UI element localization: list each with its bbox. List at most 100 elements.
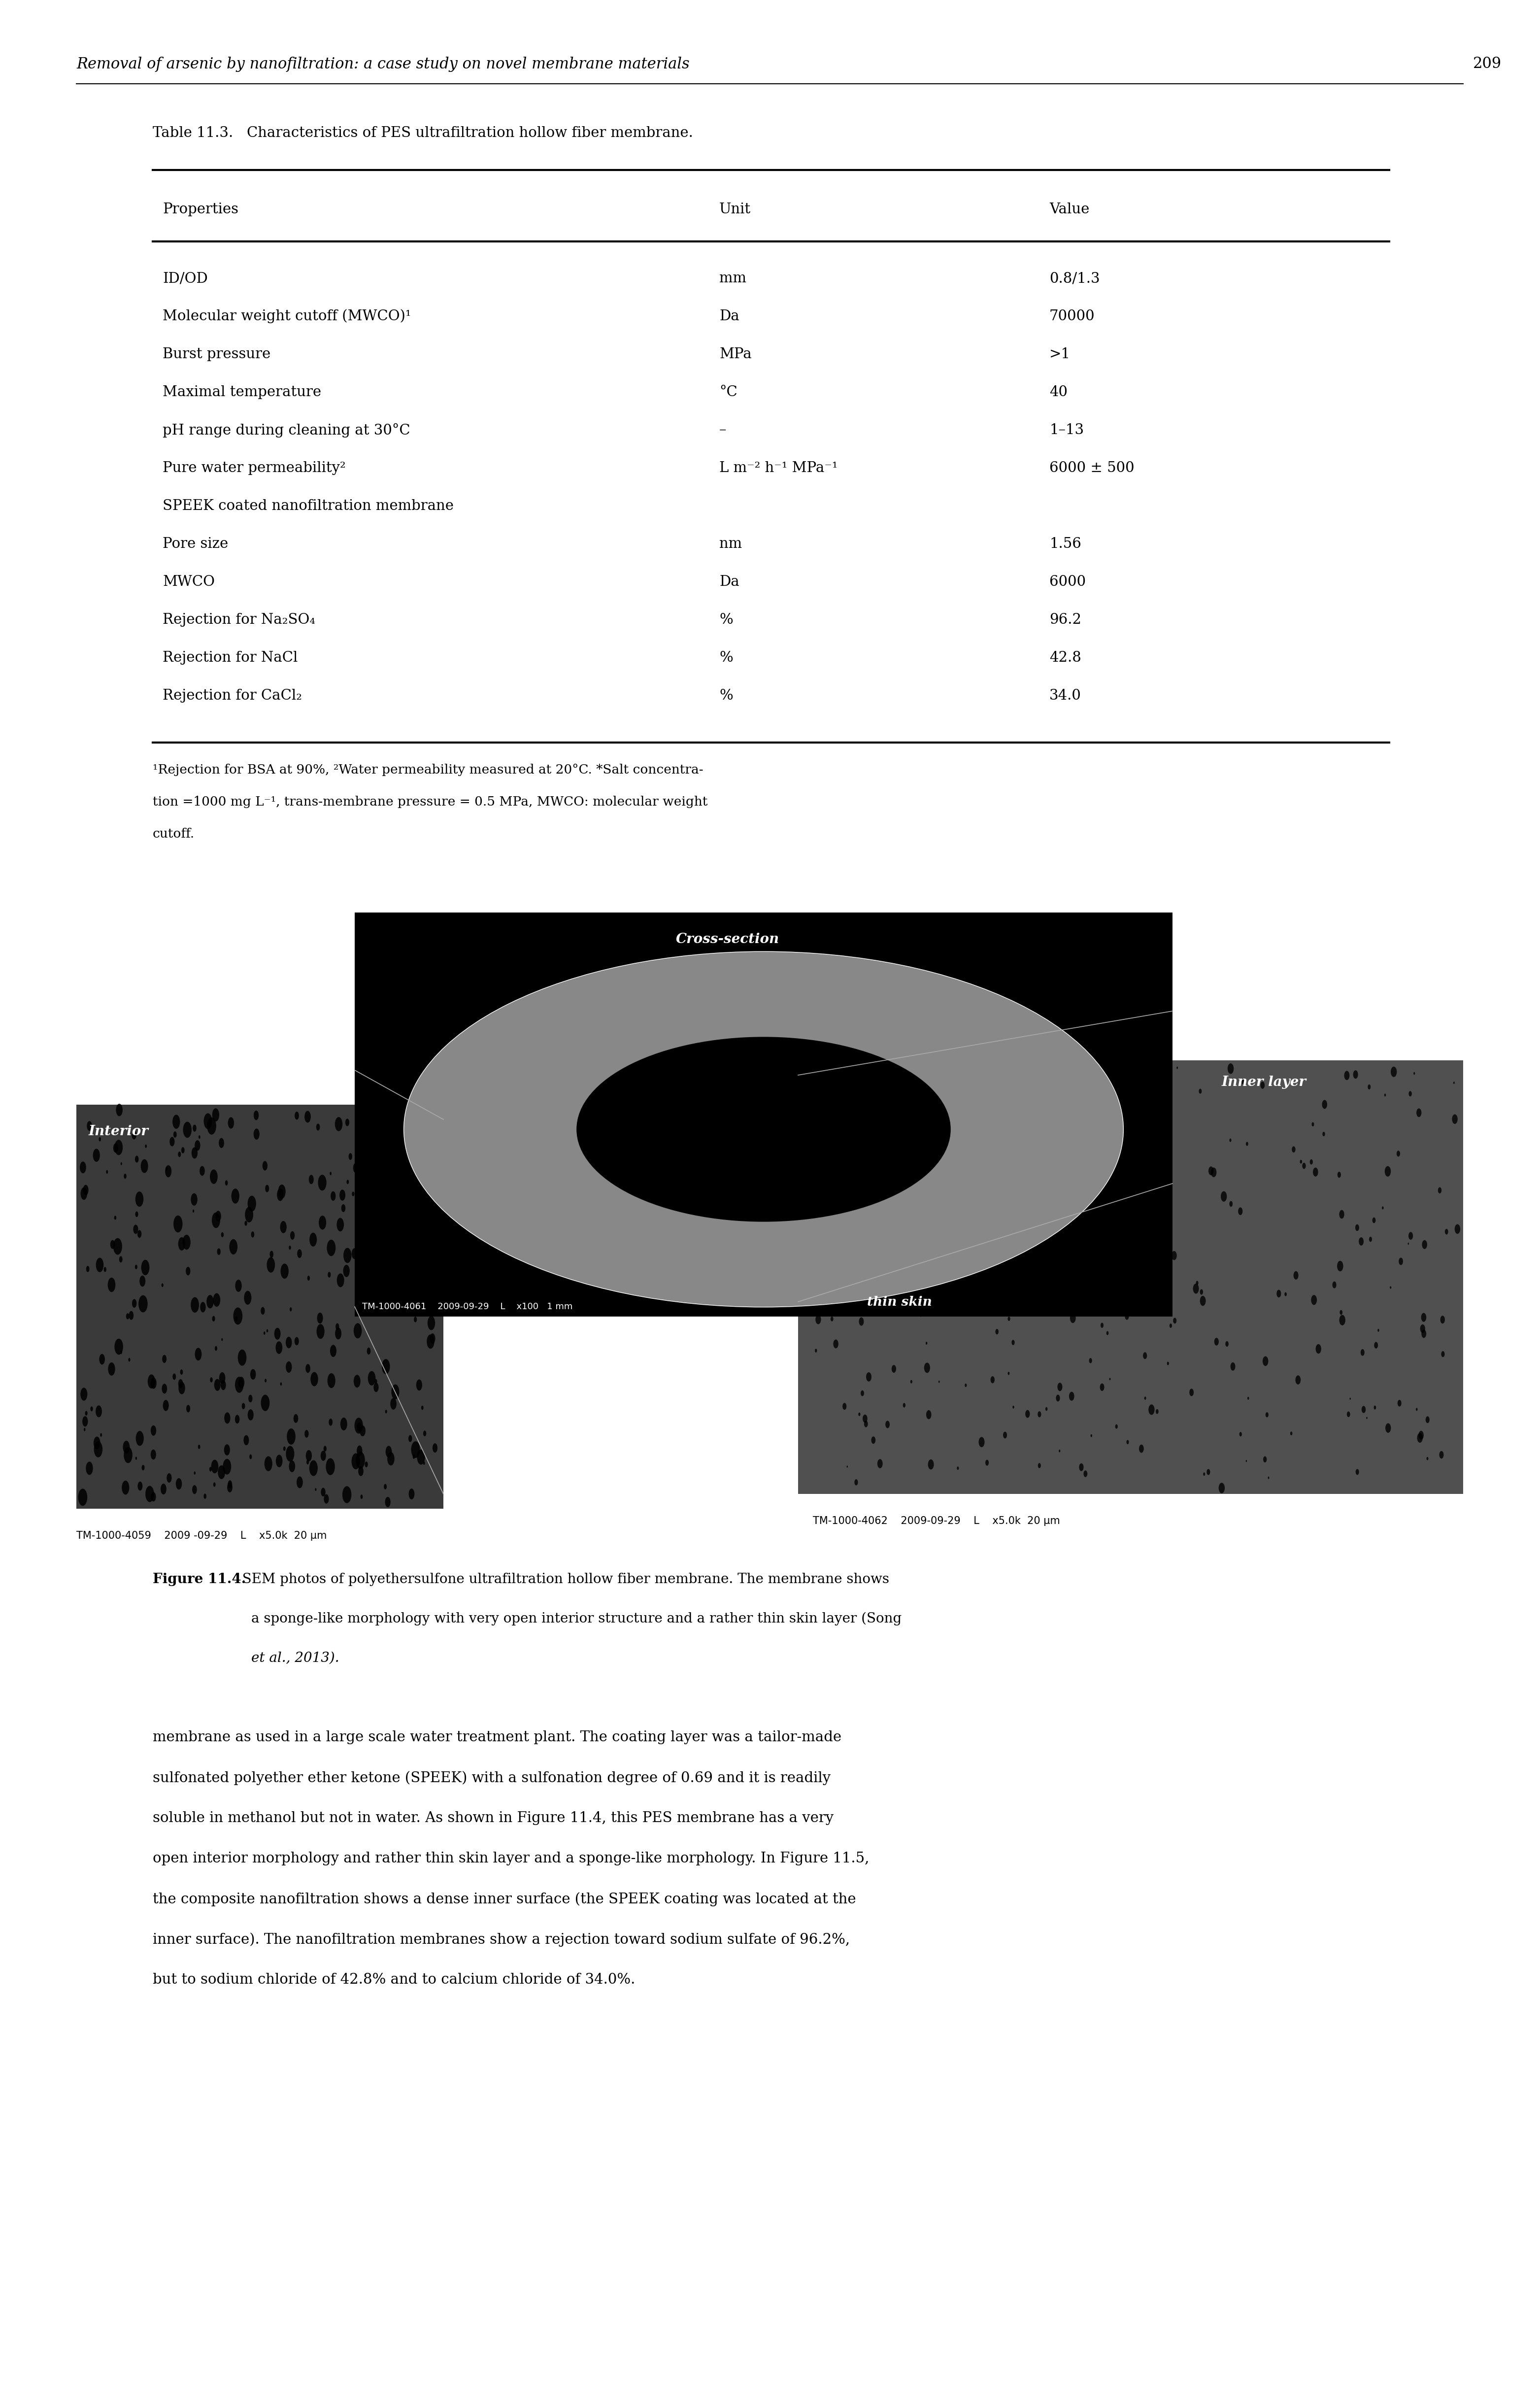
Ellipse shape (213, 1292, 220, 1307)
Text: 1–13: 1–13 (1049, 423, 1084, 437)
Ellipse shape (1344, 1071, 1349, 1081)
Ellipse shape (961, 1175, 967, 1184)
Ellipse shape (1445, 1230, 1448, 1235)
Ellipse shape (136, 1211, 139, 1218)
Text: Pore size: Pore size (163, 538, 228, 550)
Ellipse shape (242, 1403, 245, 1410)
Ellipse shape (1007, 1372, 1010, 1374)
Ellipse shape (1426, 1458, 1429, 1460)
Ellipse shape (196, 1348, 202, 1360)
Ellipse shape (286, 1362, 293, 1374)
Ellipse shape (1153, 1304, 1155, 1307)
Text: 34.0: 34.0 (1049, 689, 1081, 704)
Ellipse shape (939, 1107, 944, 1115)
Ellipse shape (99, 1136, 102, 1141)
Ellipse shape (114, 1215, 117, 1220)
Ellipse shape (100, 1434, 102, 1436)
Text: Interior: Interior (89, 1124, 149, 1139)
Ellipse shape (387, 1206, 394, 1220)
Ellipse shape (1240, 1432, 1241, 1436)
Ellipse shape (403, 951, 1123, 1307)
Ellipse shape (206, 1117, 216, 1134)
Ellipse shape (265, 1379, 266, 1384)
Ellipse shape (1200, 1295, 1206, 1307)
Ellipse shape (865, 1290, 869, 1292)
Ellipse shape (420, 1201, 427, 1213)
Ellipse shape (236, 1316, 237, 1321)
Ellipse shape (151, 1379, 157, 1388)
Ellipse shape (308, 1275, 310, 1280)
Ellipse shape (1321, 1100, 1327, 1110)
Ellipse shape (120, 1163, 122, 1165)
Ellipse shape (816, 1314, 821, 1324)
Ellipse shape (938, 1309, 939, 1311)
Ellipse shape (290, 1247, 291, 1249)
Ellipse shape (858, 1412, 861, 1417)
Bar (77, 1105, 444, 1508)
Ellipse shape (885, 1420, 890, 1429)
Ellipse shape (1080, 1141, 1083, 1148)
Text: Removal of arsenic by nanofiltration: a case study on novel membrane materials: Removal of arsenic by nanofiltration: a … (77, 55, 690, 72)
Ellipse shape (363, 1304, 370, 1316)
Ellipse shape (86, 1463, 92, 1475)
Ellipse shape (1203, 1472, 1206, 1475)
Ellipse shape (374, 1384, 379, 1393)
Ellipse shape (279, 1184, 285, 1199)
Ellipse shape (947, 1148, 953, 1158)
Ellipse shape (249, 1369, 256, 1379)
Ellipse shape (314, 1489, 317, 1492)
Ellipse shape (342, 1203, 345, 1213)
Ellipse shape (1058, 1448, 1061, 1453)
Ellipse shape (265, 1184, 270, 1191)
Ellipse shape (1226, 1340, 1229, 1348)
Ellipse shape (961, 1184, 967, 1194)
Ellipse shape (145, 1143, 146, 1148)
Text: ID/OD: ID/OD (163, 271, 208, 286)
Ellipse shape (136, 1432, 143, 1446)
Ellipse shape (353, 1163, 359, 1172)
Ellipse shape (1012, 1340, 1015, 1345)
Ellipse shape (343, 1266, 350, 1278)
Ellipse shape (964, 1384, 967, 1386)
Ellipse shape (151, 1424, 156, 1436)
Ellipse shape (162, 1283, 163, 1287)
Ellipse shape (86, 1122, 92, 1131)
Ellipse shape (864, 1420, 869, 1427)
Text: MWCO: MWCO (163, 574, 214, 588)
Ellipse shape (1044, 1311, 1046, 1314)
Ellipse shape (902, 1403, 906, 1408)
Ellipse shape (926, 1343, 927, 1345)
Ellipse shape (132, 1225, 139, 1235)
Ellipse shape (1104, 1206, 1107, 1213)
Ellipse shape (1361, 1405, 1366, 1412)
Ellipse shape (408, 1434, 413, 1441)
Ellipse shape (174, 1215, 183, 1232)
Ellipse shape (1332, 1280, 1337, 1287)
Ellipse shape (359, 1465, 363, 1477)
Ellipse shape (165, 1165, 171, 1177)
Ellipse shape (356, 1451, 365, 1468)
Ellipse shape (909, 1203, 912, 1208)
Ellipse shape (260, 1307, 265, 1314)
Ellipse shape (993, 1160, 999, 1170)
Ellipse shape (382, 1360, 390, 1374)
Ellipse shape (1355, 1225, 1360, 1230)
Ellipse shape (1284, 1292, 1287, 1297)
Ellipse shape (1361, 1350, 1364, 1355)
Ellipse shape (878, 1458, 882, 1468)
Ellipse shape (1016, 1295, 1021, 1302)
Ellipse shape (896, 1119, 902, 1129)
Text: soluble in methanol but not in water. As shown in Figure 11.4, this PES membrane: soluble in methanol but not in water. As… (152, 1811, 833, 1826)
Ellipse shape (151, 1448, 156, 1460)
Ellipse shape (86, 1266, 89, 1273)
Ellipse shape (1415, 1408, 1418, 1410)
Ellipse shape (79, 1489, 88, 1506)
Ellipse shape (892, 1364, 896, 1374)
Ellipse shape (131, 1131, 137, 1139)
Ellipse shape (319, 1215, 326, 1230)
Ellipse shape (835, 1071, 838, 1076)
Ellipse shape (365, 1460, 368, 1468)
Ellipse shape (1021, 1146, 1026, 1155)
Ellipse shape (1152, 1074, 1158, 1086)
Ellipse shape (277, 1189, 283, 1201)
